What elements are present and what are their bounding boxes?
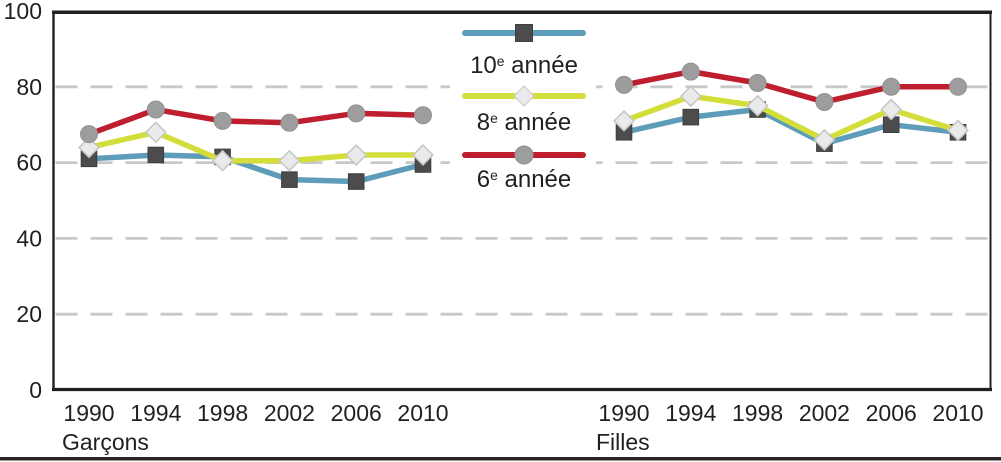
marker-circle-filles-2010: [949, 77, 967, 96]
legend-label-10e-annee: 10e année: [462, 53, 586, 79]
circle-marker-icon: [514, 145, 534, 165]
x-axis-year-label-gar-ons-1998: 1998: [197, 400, 248, 426]
marker-circle-gar-ons-2002: [280, 113, 299, 132]
marker-diamond-gar-ons-1994: [144, 121, 167, 144]
x-axis-year-label-gar-ons-2002: 2002: [264, 400, 315, 426]
marker-square-gar-ons-2006: [347, 173, 365, 190]
marker-circle-gar-ons-1990: [80, 125, 98, 144]
legend-label-6e-annee: 6e année: [462, 167, 586, 193]
diamond-marker-icon: [513, 85, 535, 107]
series-line-filles-8e-ann-e: [621, 93, 961, 143]
marker-square-gar-ons-1994: [147, 146, 165, 164]
legend-label-8e-annee: 8e année: [462, 110, 586, 136]
y-axis-tick-label-60: 60: [16, 150, 42, 176]
legend-label-number: 6: [476, 166, 491, 193]
series-line-gar-ons-6e-ann-e: [86, 106, 426, 137]
series-line-gar-ons-10e-ann-e: [86, 152, 426, 185]
series-line-gar-ons-8e-ann-e: [86, 129, 426, 164]
y-axis-tick-label-100: 100: [4, 0, 42, 24]
x-axis-year-label-filles-1990: 1990: [598, 400, 649, 426]
y-axis-tick-label-40: 40: [16, 225, 42, 251]
legend-label-text: année: [497, 166, 572, 193]
legend-label-text: année: [504, 52, 578, 79]
x-axis-year-label-gar-ons-2010: 2010: [397, 400, 448, 426]
series-line-filles-6e-ann-e: [621, 68, 961, 105]
legend-label-superscript: e: [490, 109, 498, 126]
legend-label-number: 8: [476, 109, 491, 136]
marker-circle-gar-ons-1994: [146, 100, 165, 119]
x-axis-year-label-gar-ons-2006: 2006: [331, 400, 382, 426]
series-line-filles-10e-ann-e: [621, 106, 961, 147]
legend-label-text: année: [497, 109, 572, 136]
legend-label-number: 10: [470, 52, 497, 79]
marker-diamond-filles-1990: [613, 109, 635, 132]
x-axis-year-label-filles-1994: 1994: [665, 400, 716, 426]
legend-backing: [450, 16, 596, 204]
y-axis-tick-label-20: 20: [16, 301, 42, 327]
x-axis-year-label-gar-ons-1990: 1990: [63, 400, 114, 426]
legend-label-superscript: e: [496, 52, 505, 69]
marker-circle-filles-1998: [748, 74, 767, 93]
figure-bottom-rule: [0, 457, 1001, 461]
marker-diamond-gar-ons-2010: [412, 144, 434, 166]
chart-legend: 10e année 8e année 6e année: [462, 0, 586, 210]
marker-circle-filles-1994: [681, 62, 700, 81]
marker-diamond-gar-ons-1990: [78, 136, 100, 159]
marker-circle-filles-1990: [615, 75, 633, 94]
marker-diamond-gar-ons-1998: [211, 149, 234, 172]
marker-circle-gar-ons-2006: [347, 104, 366, 123]
marker-circle-gar-ons-2010: [414, 106, 432, 125]
x-axis-year-label-filles-2002: 2002: [799, 400, 850, 426]
marker-diamond-filles-1994: [679, 85, 702, 108]
legend-label-superscript: e: [490, 166, 498, 183]
legend-line-10e-annee: [462, 23, 586, 42]
marker-square-gar-ons-2002: [281, 171, 298, 188]
y-axis-tick-label-0: 0: [29, 377, 42, 403]
marker-diamond-gar-ons-2006: [345, 144, 368, 166]
x-axis-year-label-filles-1998: 1998: [732, 400, 783, 426]
marker-diamond-filles-1998: [746, 94, 769, 117]
marker-diamond-filles-2002: [813, 128, 836, 151]
x-axis-year-label-gar-ons-1994: 1994: [130, 400, 181, 426]
marker-circle-filles-2002: [815, 92, 834, 111]
marker-diamond-filles-2010: [947, 119, 969, 142]
x-axis-year-label-filles-2006: 2006: [866, 400, 917, 426]
group-label-filles: Filles: [596, 429, 650, 455]
legend-line-8e-annee: [462, 85, 586, 107]
marker-circle-gar-ons-1998: [213, 111, 232, 130]
marker-circle-filles-2006: [882, 77, 901, 96]
y-axis-tick-label-80: 80: [16, 74, 42, 100]
marker-diamond-filles-2006: [880, 98, 903, 121]
marker-square-filles-1994: [682, 108, 700, 126]
square-marker-icon: [515, 23, 533, 42]
group-label-gar-ons: Garçons: [62, 429, 149, 455]
marker-diamond-gar-ons-2002: [278, 149, 301, 172]
legend-line-6e-annee: [462, 145, 586, 165]
x-axis-year-label-filles-2010: 2010: [932, 400, 983, 426]
